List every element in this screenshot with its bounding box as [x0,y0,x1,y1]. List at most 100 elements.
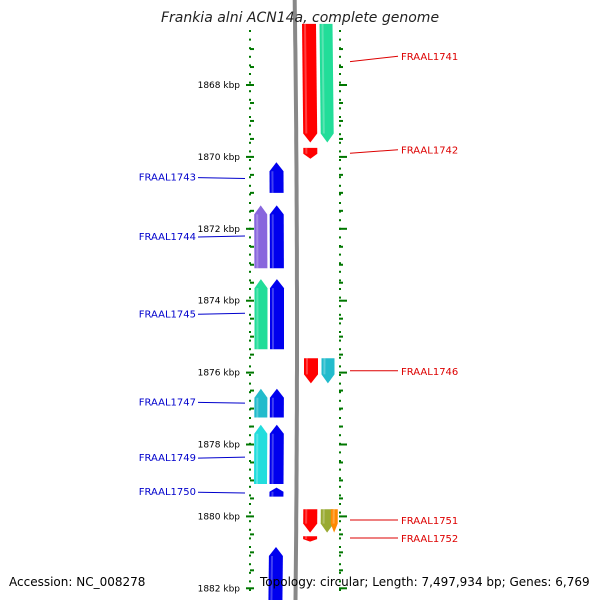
gene-labels[interactable]: FRAAL1741 FRAAL1742 FRAAL1743 FRAAL1744 FRAA… [139,52,459,545]
guide-dot [249,571,251,574]
label-leader-line [197,456,246,459]
gene-label[interactable]: FRAAL1749 [139,453,196,464]
minor-tick-right [339,461,343,464]
minor-tick-left [250,48,254,51]
gene-arrow[interactable] [303,509,318,533]
guide-dot [249,184,251,187]
gene-feature[interactable] [303,536,318,542]
gene-arrow[interactable] [269,424,284,484]
guide-dot [339,313,341,316]
guide-dot [339,98,341,101]
gene-label[interactable]: FRAAL1752 [401,534,458,545]
guide-dot [249,64,251,67]
tick-mark-right [339,371,347,374]
genome-summary-text: Topology: circular; Length: 7,497,934 bp… [260,575,590,589]
gene-label[interactable]: FRAAL1746 [401,367,458,378]
gene-arrow[interactable] [270,279,284,350]
gene-arrow[interactable] [268,547,283,600]
gene-feature[interactable] [254,279,268,350]
gene-label[interactable]: FRAAL1743 [139,173,196,184]
gene-feature[interactable] [303,147,318,159]
guide-dot [249,580,251,583]
gene-arrow[interactable] [269,162,284,193]
guide-dot [249,270,251,273]
gene-label[interactable]: FRAAL1747 [139,397,196,408]
gene-features[interactable] [254,23,338,600]
gene-arrow[interactable] [330,509,338,533]
gene-highlight [304,23,308,134]
gene-feature[interactable] [319,23,334,143]
scale-ticks: 1868 kbp 1870 kbp 1872 kbp 1874 kbp 1876 kbp… [198,48,347,594]
guide-dot [339,133,341,136]
tick-mark-right [339,587,347,590]
minor-tick-left [250,353,254,356]
gene-feature[interactable] [330,509,338,533]
gene-feature[interactable] [302,23,318,143]
tick-label: 1870 kbp [198,153,241,163]
gene-feature[interactable] [269,424,284,484]
tick-mark-right [339,299,347,302]
gene-feature[interactable] [269,487,284,497]
gene-label[interactable]: FRAAL1741 [401,52,458,63]
minor-tick-left [250,209,254,212]
gene-label[interactable]: FRAAL1745 [139,309,196,320]
backbone-line [292,0,299,600]
gene-feature[interactable] [269,205,284,269]
gene-arrow[interactable] [304,358,318,384]
guide-dot [249,150,251,153]
guide-dot [339,546,341,548]
accession-text: Accession: NC_008278 [9,575,146,589]
label-leader-line [197,401,246,404]
gene-feature[interactable] [321,358,335,384]
guide-dot [249,477,251,480]
gene-feature[interactable] [269,162,284,193]
gene-feature[interactable] [268,547,283,600]
gene-feature[interactable] [303,509,318,533]
minor-tick-right [339,245,343,248]
guide-dot [249,107,251,110]
gene-feature[interactable] [269,388,284,418]
gene-arrow[interactable] [254,388,268,418]
gene-feature[interactable] [254,424,268,484]
guide-dot [339,485,341,488]
label-leader-line [349,55,399,63]
gene-arrow[interactable] [302,23,318,143]
guide-dot [339,202,341,204]
guide-dot [249,159,251,161]
gene-arrow[interactable] [303,536,318,542]
guide-dot [249,141,251,144]
minor-tick-left [250,569,254,572]
gene-feature[interactable] [304,358,318,384]
guide-dot [249,38,251,41]
guide-dot [249,546,251,548]
gene-arrow[interactable] [269,487,284,497]
gene-label[interactable]: FRAAL1744 [139,232,196,243]
gene-arrow[interactable] [269,205,284,269]
guide-dot [339,236,341,239]
gene-feature[interactable] [320,509,334,533]
guide-dot [249,382,251,385]
guide-dot [339,494,341,497]
guide-dot [339,279,341,282]
guide-dot [339,116,341,118]
gene-feature[interactable] [254,205,268,269]
gene-arrow[interactable] [320,509,334,533]
minor-tick-right [339,479,343,482]
guide-dot [249,236,251,239]
gene-highlight [256,397,259,418]
gene-arrow[interactable] [254,205,268,269]
gene-arrow[interactable] [254,279,268,350]
gene-feature[interactable] [254,388,268,418]
tick-mark-left [246,84,254,86]
guide-dot [339,563,341,566]
gene-arrow[interactable] [303,147,318,159]
guide-dot [339,391,341,394]
gene-label[interactable]: FRAAL1742 [401,146,458,157]
gene-arrow[interactable] [269,388,284,418]
gene-arrow[interactable] [319,23,334,143]
gene-feature[interactable] [270,279,284,350]
gene-label[interactable]: FRAAL1751 [401,516,458,527]
gene-arrow[interactable] [254,424,268,484]
gene-arrow[interactable] [321,358,335,384]
gene-label[interactable]: FRAAL1750 [139,487,196,498]
